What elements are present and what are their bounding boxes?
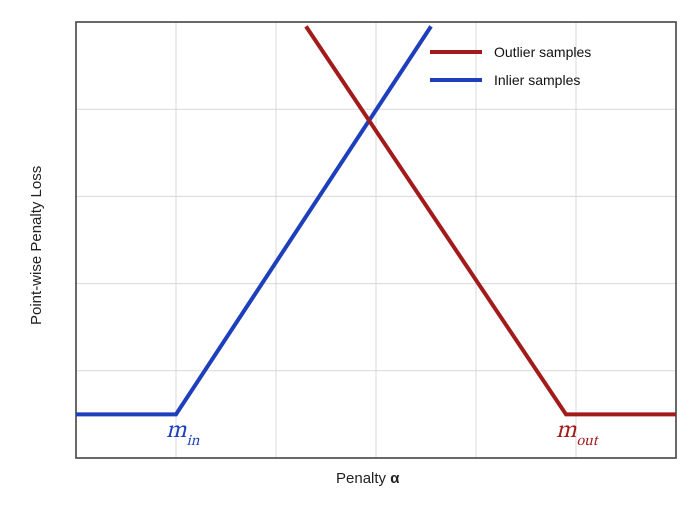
annotation-m-in-sub: in: [186, 434, 199, 449]
legend-label-inlier: Inlier samples: [494, 72, 580, 88]
annotation-m-in: min: [166, 416, 199, 449]
annotation-m-out-main: m: [556, 419, 576, 443]
annotation-m-out-sub: out: [576, 434, 597, 449]
legend-label-outlier: Outlier samples: [494, 44, 591, 60]
legend-item-inlier: Inlier samples: [430, 66, 591, 94]
legend-item-outlier: Outlier samples: [430, 38, 591, 66]
legend-swatch-outlier: [430, 50, 482, 54]
annotation-m-out: mout: [556, 416, 597, 449]
penalty-loss-chart: Point-wise Penalty Loss Penalty α min mo…: [0, 0, 693, 506]
legend-swatch-inlier: [430, 78, 482, 82]
x-axis-label: Penalty α: [336, 470, 399, 487]
y-axis-label: Point-wise Penalty Loss: [28, 166, 45, 325]
annotation-m-in-main: m: [166, 419, 186, 443]
legend: Outlier samples Inlier samples: [430, 38, 591, 94]
